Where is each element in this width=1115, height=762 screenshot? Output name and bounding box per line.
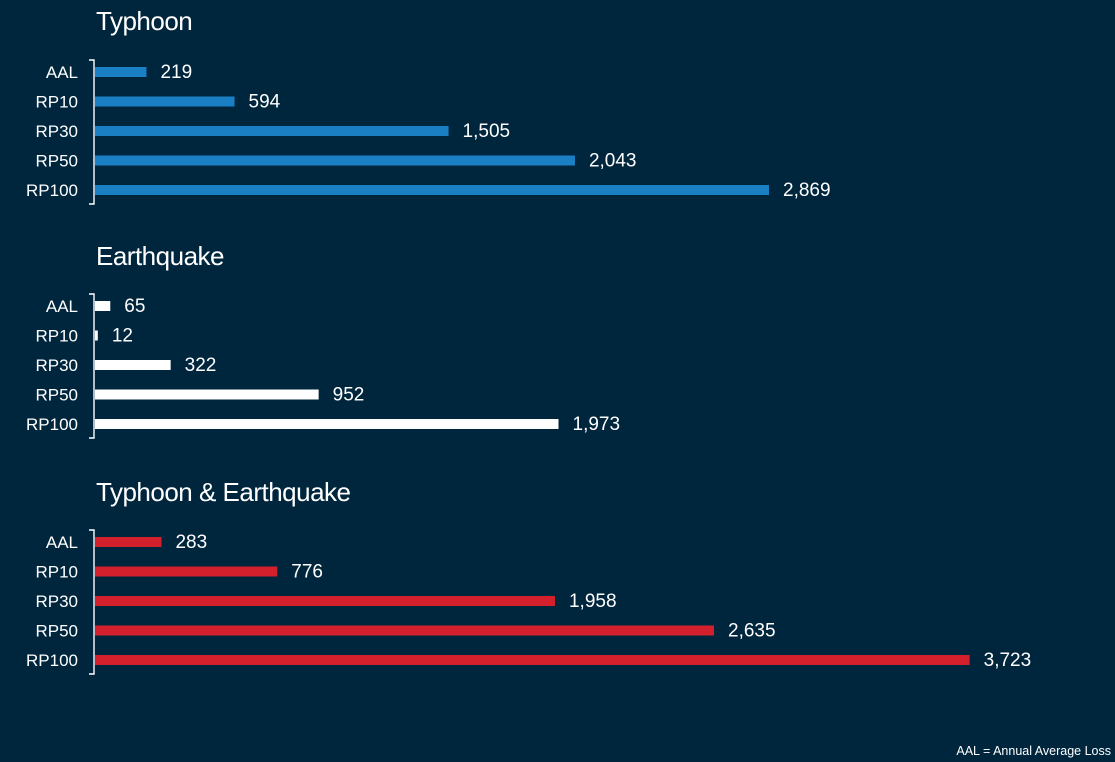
bar (95, 330, 98, 341)
value-label: 1,505 (463, 121, 511, 142)
value-label: 2,043 (589, 151, 637, 172)
category-label: RP30 (35, 592, 78, 611)
category-label: RP50 (35, 152, 78, 171)
value-label: 1,958 (569, 591, 617, 612)
panel-title: Earthquake (96, 241, 224, 271)
category-label: RP10 (35, 563, 78, 582)
category-label: AAL (46, 533, 78, 552)
value-label: 283 (175, 532, 207, 553)
bar (95, 625, 715, 636)
bar (95, 155, 575, 166)
category-label: AAL (46, 297, 78, 316)
panel-1: Earthquake AAL 65 RP10 12 RP30 322 RP50 952 RP100… (26, 241, 621, 439)
panel-2: Typhoon & Earthquake AAL 283 RP10 776 RP30 1,9… (26, 477, 1032, 675)
category-label: RP100 (26, 651, 78, 670)
value-label: 2,869 (783, 180, 831, 201)
bar (95, 566, 278, 577)
bar (95, 96, 235, 107)
value-label: 219 (160, 62, 192, 83)
panel-title: Typhoon (96, 6, 192, 36)
bar (95, 67, 147, 77)
footnote: AAL = Annual Average Loss (956, 744, 1111, 758)
value-label: 3,723 (984, 650, 1032, 671)
value-label: 952 (333, 385, 365, 406)
bar (95, 360, 171, 370)
category-label: RP50 (35, 386, 78, 405)
category-label: RP10 (35, 93, 78, 112)
axis-bracket (89, 529, 95, 675)
axis-bracket (89, 293, 95, 439)
bar (95, 126, 449, 136)
value-label: 2,635 (728, 621, 776, 642)
bar (95, 537, 162, 547)
bar (95, 301, 111, 311)
value-label: 12 (112, 326, 133, 347)
value-label: 594 (249, 92, 281, 113)
bar (95, 185, 769, 195)
axis-bracket (89, 59, 95, 205)
value-label: 65 (124, 296, 145, 317)
category-label: AAL (46, 63, 78, 82)
category-label: RP30 (35, 122, 78, 141)
value-label: 1,973 (573, 414, 621, 435)
category-label: RP30 (35, 356, 78, 375)
bar (95, 389, 319, 400)
bar (95, 596, 555, 606)
panel-0: Typhoon AAL 219 RP10 594 RP30 1,505 RP50 2,043 RP… (26, 6, 831, 205)
category-label: RP10 (35, 327, 78, 346)
panel-title: Typhoon & Earthquake (96, 477, 351, 507)
value-label: 322 (185, 355, 217, 376)
category-label: RP100 (26, 181, 78, 200)
bar (95, 419, 559, 429)
category-label: RP50 (35, 622, 78, 641)
category-label: RP100 (26, 415, 78, 434)
value-label: 776 (291, 562, 323, 583)
bar (95, 655, 970, 665)
